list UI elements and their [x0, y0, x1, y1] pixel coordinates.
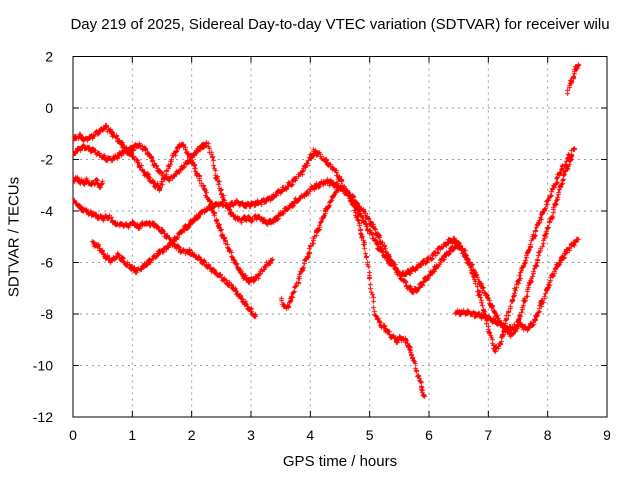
x-axis-label: GPS time / hours	[282, 453, 398, 470]
